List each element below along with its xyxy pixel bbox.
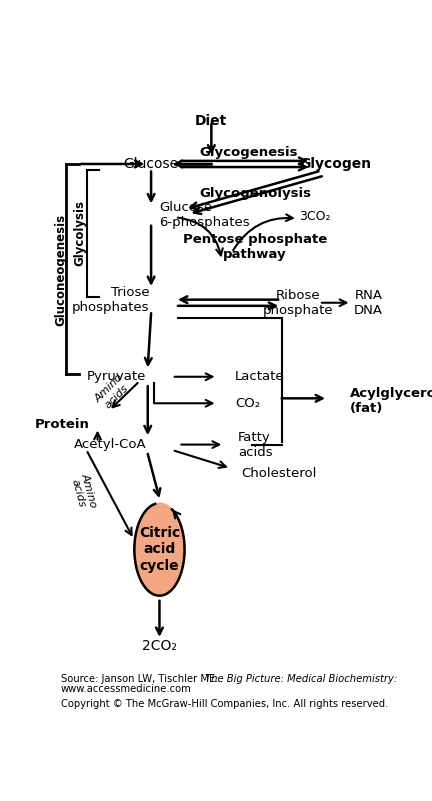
Text: Lactate: Lactate (235, 370, 284, 383)
Circle shape (134, 503, 184, 596)
Text: The Big Picture: Medical Biochemistry:: The Big Picture: Medical Biochemistry: (205, 674, 397, 684)
Text: CO₂: CO₂ (235, 396, 260, 410)
Text: Glucose
6-phosphates: Glucose 6-phosphates (159, 200, 250, 228)
Text: RNA
DNA: RNA DNA (354, 288, 383, 316)
Text: Acylglycerols
(fat): Acylglycerols (fat) (350, 388, 432, 416)
Text: Copyright © The McGraw-Hill Companies, Inc. All rights reserved.: Copyright © The McGraw-Hill Companies, I… (60, 698, 388, 709)
Text: Diet: Diet (195, 114, 228, 128)
Text: Fatty
acids: Fatty acids (238, 431, 273, 459)
Text: Glycolysis: Glycolysis (73, 200, 86, 267)
Text: 2CO₂: 2CO₂ (142, 639, 177, 654)
Text: www.accessmedicine.com: www.accessmedicine.com (60, 684, 191, 694)
Text: Triose
phosphates: Triose phosphates (72, 286, 149, 314)
Text: Amino
acids: Amino acids (68, 473, 98, 512)
Text: 3CO₂: 3CO₂ (299, 210, 331, 223)
Text: Ribose
phosphate: Ribose phosphate (263, 288, 334, 316)
Text: Glycogenesis: Glycogenesis (199, 147, 298, 159)
Text: Glucose: Glucose (124, 157, 179, 171)
Text: Glycogenolysis: Glycogenolysis (199, 187, 311, 200)
Text: Glycogen: Glycogen (299, 157, 371, 171)
Text: Cholesterol: Cholesterol (241, 467, 317, 480)
Text: Amino
acids: Amino acids (92, 372, 133, 413)
Text: Acetyl-CoA: Acetyl-CoA (73, 438, 146, 451)
Text: Pyruvate: Pyruvate (87, 370, 146, 383)
Text: Source: Janson LW, Tischler ME:: Source: Janson LW, Tischler ME: (60, 674, 221, 684)
Text: Protein: Protein (34, 418, 89, 431)
Text: Citric
acid
cycle: Citric acid cycle (139, 526, 180, 573)
Text: Gluconeogenesis: Gluconeogenesis (54, 215, 67, 327)
Text: Pentose phosphate
pathway: Pentose phosphate pathway (183, 233, 327, 261)
